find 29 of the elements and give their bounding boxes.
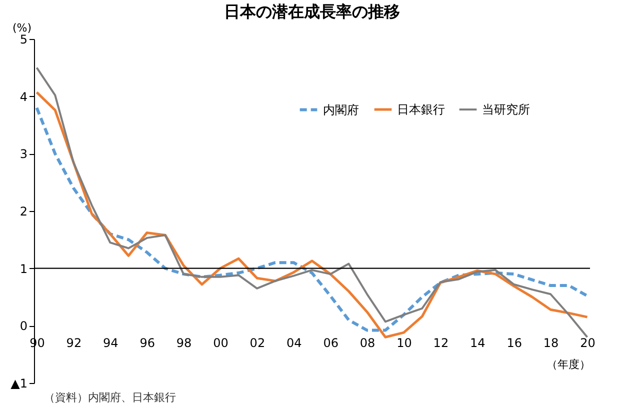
y-tick-label: ▲1 <box>10 376 28 390</box>
x-tick-label: 14 <box>470 336 486 350</box>
x-tick-label: 02 <box>250 336 266 350</box>
y-tick-label: 1 <box>20 262 28 276</box>
x-tick-label: 00 <box>213 336 228 350</box>
y-axis-title: (%) <box>12 22 32 34</box>
legend-label: 日本銀行 <box>397 102 445 116</box>
x-tick-label: 16 <box>506 336 522 350</box>
x-tick-label: 98 <box>176 336 192 350</box>
x-tick-label: 96 <box>140 336 155 350</box>
y-tick-label: 5 <box>20 32 28 46</box>
x-tick-label: 06 <box>323 336 338 350</box>
x-tick-label: 10 <box>396 336 412 350</box>
x-tick-label: 20 <box>580 336 596 350</box>
x-axis-title: （年度） <box>546 358 590 372</box>
y-tick-label: 0 <box>20 319 28 334</box>
legend-label: 当研究所 <box>482 102 530 116</box>
x-tick-label: 04 <box>286 336 302 350</box>
x-tick-label: 94 <box>103 336 118 350</box>
x-tick-label: 18 <box>543 336 559 350</box>
x-tick-label: 92 <box>66 336 82 350</box>
y-tick-label: 4 <box>20 90 28 104</box>
x-tick-label: 08 <box>360 336 376 350</box>
x-tick-label: 12 <box>433 336 449 350</box>
y-tick-label: 3 <box>20 147 28 162</box>
legend-label: 内閣府 <box>323 102 359 117</box>
text: （資料）内閣府、日本銀行 <box>44 390 176 405</box>
y-tick-label: 2 <box>20 204 28 218</box>
chart-title: 日本の潜在成長率の推移 <box>224 2 400 21</box>
